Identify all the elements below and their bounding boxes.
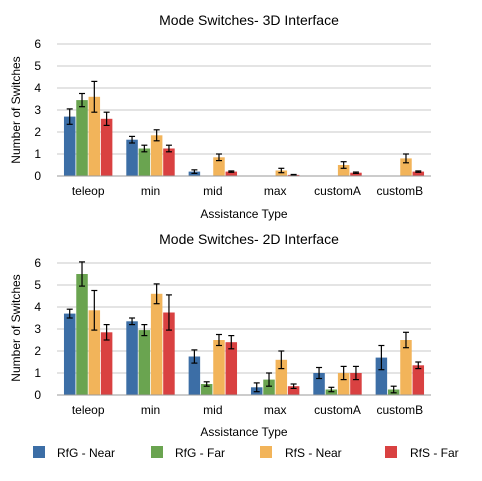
legend-swatch bbox=[260, 446, 272, 458]
bar bbox=[188, 356, 201, 395]
bar bbox=[63, 116, 76, 176]
x-axis-title: Assistance Type bbox=[200, 207, 287, 221]
x-tick-label: max bbox=[264, 184, 287, 198]
legend-label: RfS - Near bbox=[285, 446, 342, 460]
x-tick-label: teleop bbox=[72, 403, 105, 417]
bar bbox=[213, 157, 225, 176]
bar bbox=[400, 158, 412, 176]
bar bbox=[287, 386, 300, 395]
bar bbox=[138, 330, 151, 395]
legend-swatch bbox=[385, 446, 397, 458]
legend-swatch bbox=[33, 446, 45, 458]
y-tick-label: 1 bbox=[34, 366, 41, 380]
chart-title: Mode Switches- 3D Interface bbox=[159, 12, 339, 28]
y-tick-label: 6 bbox=[34, 37, 41, 51]
legend-label: RfG - Near bbox=[57, 446, 115, 460]
bar bbox=[163, 312, 175, 395]
bar bbox=[400, 340, 412, 395]
x-tick-label: customB bbox=[376, 403, 423, 417]
legend: RfG - Near RfG - Far RfS - Near RfS - Fa… bbox=[33, 446, 459, 460]
x-tick-label: mid bbox=[203, 403, 222, 417]
bar bbox=[337, 165, 350, 176]
y-tick-label: 5 bbox=[34, 59, 41, 73]
bars bbox=[63, 80, 425, 176]
x-axis-title: Assistance Type bbox=[200, 425, 287, 439]
y-tick-label: 2 bbox=[34, 125, 41, 139]
bar bbox=[76, 274, 88, 395]
bar bbox=[126, 139, 138, 176]
x-tick-labels: teleop min mid max customA customB bbox=[72, 184, 423, 198]
y-tick-label: 2 bbox=[34, 344, 41, 358]
chart-2d-interface: Mode Switches- 2D Interface 0 1 2 3 4 5 6 tele… bbox=[9, 231, 431, 439]
bar bbox=[126, 321, 138, 395]
bar bbox=[350, 172, 362, 176]
bar bbox=[225, 171, 238, 176]
bar bbox=[375, 357, 388, 395]
bar bbox=[412, 365, 425, 395]
x-tick-label: customA bbox=[314, 403, 361, 417]
chart-3d-interface: Mode Switches- 3D Interface 0 1 2 3 4 5 6 tele… bbox=[9, 12, 431, 221]
x-tick-label: customA bbox=[314, 184, 361, 198]
y-tick-label: 0 bbox=[34, 169, 41, 183]
bar bbox=[213, 340, 225, 395]
bar bbox=[150, 293, 163, 395]
bar bbox=[412, 171, 425, 176]
y-tick-label: 0 bbox=[34, 388, 41, 402]
bar bbox=[225, 342, 238, 395]
gridlines bbox=[57, 43, 431, 177]
legend-swatch bbox=[151, 446, 163, 458]
bar bbox=[100, 118, 113, 176]
x-tick-label: mid bbox=[203, 184, 222, 198]
bar bbox=[63, 313, 76, 395]
legend-item-rfs-near: RfS - Near bbox=[260, 446, 342, 460]
y-tick-label: 5 bbox=[34, 278, 41, 292]
y-tick-label: 4 bbox=[34, 300, 41, 314]
bar bbox=[76, 100, 88, 176]
y-tick-label: 6 bbox=[34, 256, 41, 270]
bar bbox=[88, 310, 101, 395]
bar bbox=[138, 148, 151, 176]
bars bbox=[63, 261, 425, 395]
chart-title: Mode Switches- 2D Interface bbox=[159, 231, 339, 247]
legend-label: RfS - Far bbox=[410, 446, 459, 460]
bar bbox=[200, 384, 213, 395]
gridlines bbox=[57, 262, 431, 396]
bar bbox=[163, 148, 175, 176]
x-tick-label: min bbox=[141, 403, 160, 417]
y-axis-title: Number of Switches bbox=[9, 56, 23, 163]
x-tick-label: min bbox=[141, 184, 160, 198]
y-tick-label: 4 bbox=[34, 81, 41, 95]
legend-item-rfs-far: RfS - Far bbox=[385, 446, 459, 460]
x-tick-label: customB bbox=[376, 184, 423, 198]
legend-item-rfg-near: RfG - Near bbox=[33, 446, 115, 460]
bar bbox=[263, 379, 275, 395]
y-tick-label: 1 bbox=[34, 147, 41, 161]
y-axis-title: Number of Switches bbox=[9, 274, 23, 381]
bar bbox=[100, 332, 113, 395]
bar bbox=[350, 373, 362, 395]
y-tick-labels: 0 1 2 3 4 5 6 bbox=[34, 256, 41, 402]
x-tick-label: max bbox=[264, 403, 287, 417]
bar bbox=[275, 359, 288, 395]
legend-label: RfG - Far bbox=[175, 446, 225, 460]
bar bbox=[150, 135, 163, 176]
y-tick-label: 3 bbox=[34, 103, 41, 117]
legend-item-rfg-far: RfG - Far bbox=[151, 446, 225, 460]
bar bbox=[88, 96, 101, 176]
bar bbox=[337, 373, 350, 395]
x-tick-label: teleop bbox=[72, 184, 105, 198]
x-tick-labels: teleop min mid max customA customB bbox=[72, 403, 423, 417]
bar bbox=[313, 373, 325, 395]
y-tick-labels: 0 1 2 3 4 5 6 bbox=[34, 37, 41, 183]
y-tick-label: 3 bbox=[34, 322, 41, 336]
